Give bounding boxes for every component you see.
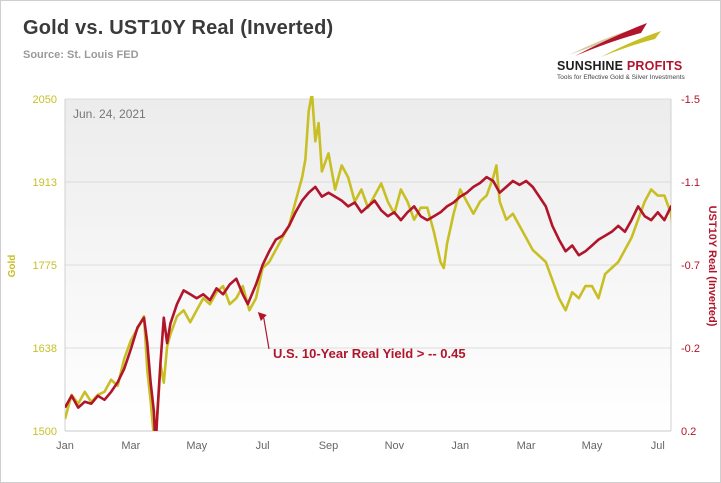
right-axis-label: UST10Y Real (Inverted): [706, 206, 718, 327]
x-tick-label: Jan: [56, 440, 74, 452]
annotation-arrow-line: [263, 317, 270, 350]
x-tick-label: Jul: [256, 440, 270, 452]
x-tick-label: May: [186, 440, 207, 452]
x-tick-label: Mar: [517, 440, 536, 452]
right-tick-label: -0.2: [681, 343, 700, 355]
left-tick-label: 1638: [33, 343, 57, 355]
date-label: Jun. 24, 2021: [73, 107, 146, 121]
annotation-arrow-head: [257, 312, 267, 322]
x-tick-label: Sep: [319, 440, 339, 452]
brand-logo-icon: [569, 23, 661, 57]
left-tick-label: 1913: [33, 177, 57, 189]
brand-name-part1: SUNSHINE: [557, 59, 624, 73]
brand-name-part2: PROFITS: [623, 59, 683, 73]
brand-tagline: Tools for Effective Gold & Silver Invest…: [557, 74, 685, 81]
left-axis-label: Gold: [7, 255, 18, 278]
right-tick-label: -1.1: [681, 177, 700, 189]
brand-block: SUNSHINE PROFITS Tools for Effective Gol…: [557, 59, 707, 81]
right-tick-label: -0.7: [681, 260, 700, 272]
x-tick-label: Jan: [451, 440, 469, 452]
chart-title: Gold vs. UST10Y Real (Inverted): [23, 17, 334, 39]
left-tick-label: 1500: [33, 426, 57, 438]
right-tick-label: 0.2: [681, 426, 696, 438]
x-tick-label: Mar: [121, 440, 140, 452]
x-tick-label: Nov: [385, 440, 405, 452]
left-tick-label: 1775: [33, 260, 57, 272]
annotation-label: U.S. 10-Year Real Yield > -- 0.45: [273, 346, 466, 361]
right-tick-label: -1.5: [681, 94, 700, 106]
left-tick-label: 2050: [33, 94, 57, 106]
brand-name: SUNSHINE PROFITS: [557, 59, 707, 73]
x-tick-label: May: [582, 440, 603, 452]
real-yield-line: [65, 175, 671, 431]
x-tick-label: Jul: [651, 440, 665, 452]
chart-source: Source: St. Louis FED: [23, 49, 139, 61]
